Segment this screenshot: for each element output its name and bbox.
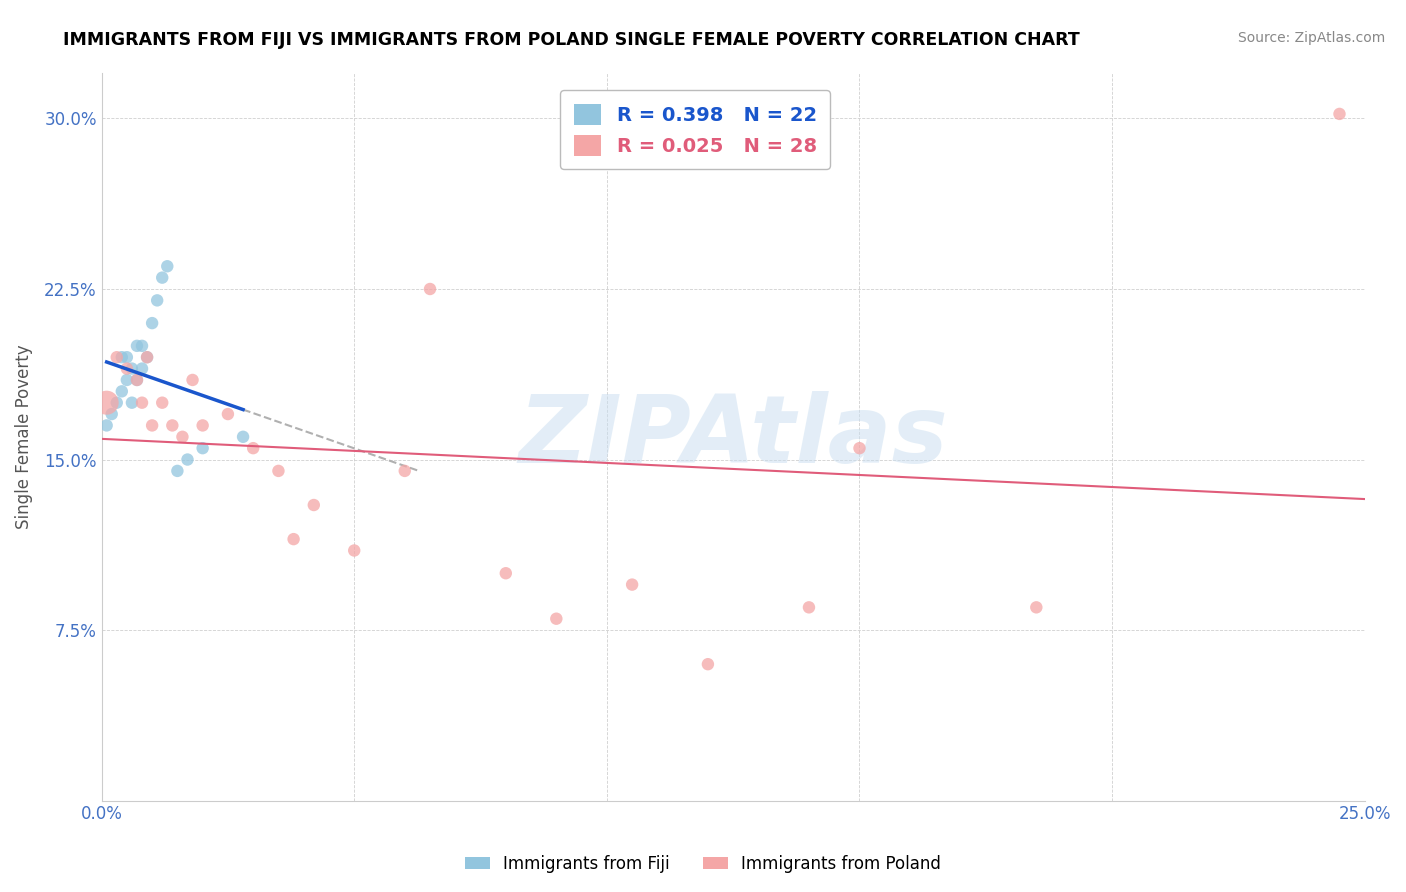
Point bbox=[162, 418, 184, 433]
Point bbox=[232, 430, 254, 444]
Y-axis label: Single Female Poverty: Single Female Poverty bbox=[15, 344, 32, 529]
Point bbox=[150, 395, 173, 409]
Point bbox=[191, 441, 214, 455]
Point bbox=[115, 361, 138, 376]
Point bbox=[283, 532, 305, 546]
Point bbox=[141, 316, 163, 330]
Point bbox=[394, 464, 416, 478]
Point bbox=[131, 339, 153, 353]
Point bbox=[242, 441, 264, 455]
Point bbox=[136, 350, 159, 364]
Point bbox=[181, 373, 204, 387]
Point bbox=[105, 395, 128, 409]
Point bbox=[141, 418, 163, 433]
Point bbox=[131, 361, 153, 376]
Point bbox=[131, 395, 153, 409]
Legend: Immigrants from Fiji, Immigrants from Poland: Immigrants from Fiji, Immigrants from Po… bbox=[458, 848, 948, 880]
Point bbox=[125, 373, 148, 387]
Point bbox=[343, 543, 366, 558]
Point bbox=[125, 373, 148, 387]
Point bbox=[156, 259, 179, 273]
Point bbox=[546, 612, 568, 626]
Point bbox=[191, 418, 214, 433]
Point bbox=[115, 373, 138, 387]
Point bbox=[146, 293, 169, 308]
Point bbox=[1329, 107, 1351, 121]
Point bbox=[111, 384, 134, 399]
Point bbox=[111, 350, 134, 364]
Point bbox=[172, 430, 194, 444]
Point bbox=[1025, 600, 1047, 615]
Point bbox=[100, 407, 122, 421]
Point bbox=[115, 350, 138, 364]
Point bbox=[267, 464, 290, 478]
Point bbox=[176, 452, 198, 467]
Point bbox=[121, 361, 143, 376]
Point bbox=[105, 350, 128, 364]
Point bbox=[621, 577, 644, 591]
Point bbox=[96, 395, 118, 409]
Point bbox=[797, 600, 820, 615]
Point bbox=[495, 566, 517, 581]
Legend: R = 0.398   N = 22, R = 0.025   N = 28: R = 0.398 N = 22, R = 0.025 N = 28 bbox=[560, 90, 831, 169]
Point bbox=[125, 339, 148, 353]
Text: Source: ZipAtlas.com: Source: ZipAtlas.com bbox=[1237, 31, 1385, 45]
Point bbox=[166, 464, 188, 478]
Point bbox=[217, 407, 239, 421]
Point bbox=[696, 657, 718, 672]
Point bbox=[121, 395, 143, 409]
Text: IMMIGRANTS FROM FIJI VS IMMIGRANTS FROM POLAND SINGLE FEMALE POVERTY CORRELATION: IMMIGRANTS FROM FIJI VS IMMIGRANTS FROM … bbox=[63, 31, 1080, 49]
Point bbox=[848, 441, 870, 455]
Point bbox=[419, 282, 441, 296]
Text: ZIPAtlas: ZIPAtlas bbox=[519, 391, 948, 483]
Point bbox=[302, 498, 325, 512]
Point bbox=[150, 270, 173, 285]
Point bbox=[136, 350, 159, 364]
Point bbox=[96, 418, 118, 433]
